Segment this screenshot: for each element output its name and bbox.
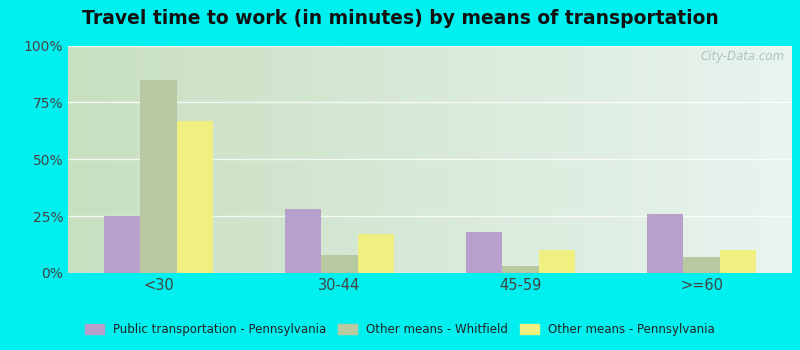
Bar — [322, 255, 358, 273]
Bar — [358, 234, 394, 273]
Bar — [286, 209, 322, 273]
Bar — [466, 232, 502, 273]
Bar — [104, 216, 140, 273]
Bar — [502, 266, 538, 273]
Bar — [720, 250, 756, 273]
Bar — [538, 250, 575, 273]
Bar — [177, 120, 213, 273]
Bar — [683, 257, 720, 273]
Legend: Public transportation - Pennsylvania, Other means - Whitfield, Other means - Pen: Public transportation - Pennsylvania, Ot… — [80, 318, 720, 341]
Text: City-Data.com: City-Data.com — [701, 50, 785, 63]
Bar — [647, 214, 683, 273]
Text: Travel time to work (in minutes) by means of transportation: Travel time to work (in minutes) by mean… — [82, 9, 718, 28]
Bar — [141, 80, 177, 273]
